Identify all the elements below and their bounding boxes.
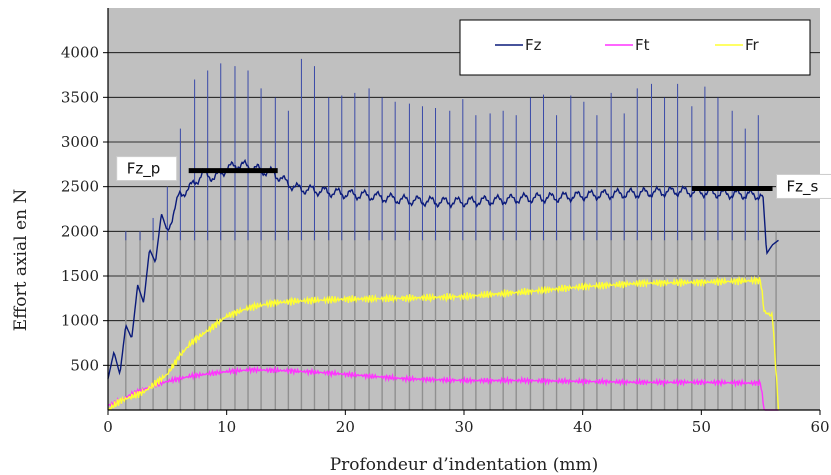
legend-box [459, 19, 811, 76]
grid-lines [108, 52, 820, 366]
x-tick-label-50: 50 [692, 418, 711, 436]
y-axis-title: Effort axial en N [11, 189, 31, 332]
axes: 500 1000 1500 2000 2500 3000 3500 4000 0 10 20 30 40… [61, 8, 830, 436]
y-tick-label-500: 500 [70, 356, 99, 374]
legend-label-Fz: Fz [525, 36, 542, 54]
y-tick-label-3000: 3000 [61, 133, 99, 151]
y-tick-label-1000: 1000 [61, 312, 99, 330]
y-tick-label-2000: 2000 [61, 222, 99, 240]
annotation-box-Fz_s [776, 173, 831, 199]
series-line-Ft [107, 365, 779, 411]
y-tick-label-2500: 2500 [61, 178, 99, 196]
annotation-box-Fz_p [116, 156, 178, 182]
x-tick-label-30: 30 [454, 418, 473, 436]
annotation-label-Fz_s: Fz_s [787, 177, 819, 196]
spike-lines [125, 58, 777, 410]
x-tick-label-10: 10 [217, 418, 236, 436]
annotations: Fz_p Fz_s [116, 156, 831, 199]
legend: Fz Ft Fr [459, 19, 811, 76]
y-tick-label-1500: 1500 [61, 267, 99, 285]
annotation-label-Fz_p: Fz_p [127, 160, 161, 179]
y-tick-label-4000: 4000 [61, 44, 99, 62]
legend-label-Fr: Fr [745, 36, 760, 54]
series-line-Fr [107, 275, 780, 411]
y-tick-label-3500: 3500 [61, 88, 99, 106]
x-tick-label-40: 40 [573, 418, 592, 436]
x-tick-label-0: 0 [103, 418, 113, 436]
x-axis-title: Profondeur d’indentation (mm) [330, 455, 599, 475]
legend-label-Ft: Ft [635, 36, 650, 54]
x-tick-label-20: 20 [336, 418, 355, 436]
x-tick-label-60: 60 [810, 418, 829, 436]
